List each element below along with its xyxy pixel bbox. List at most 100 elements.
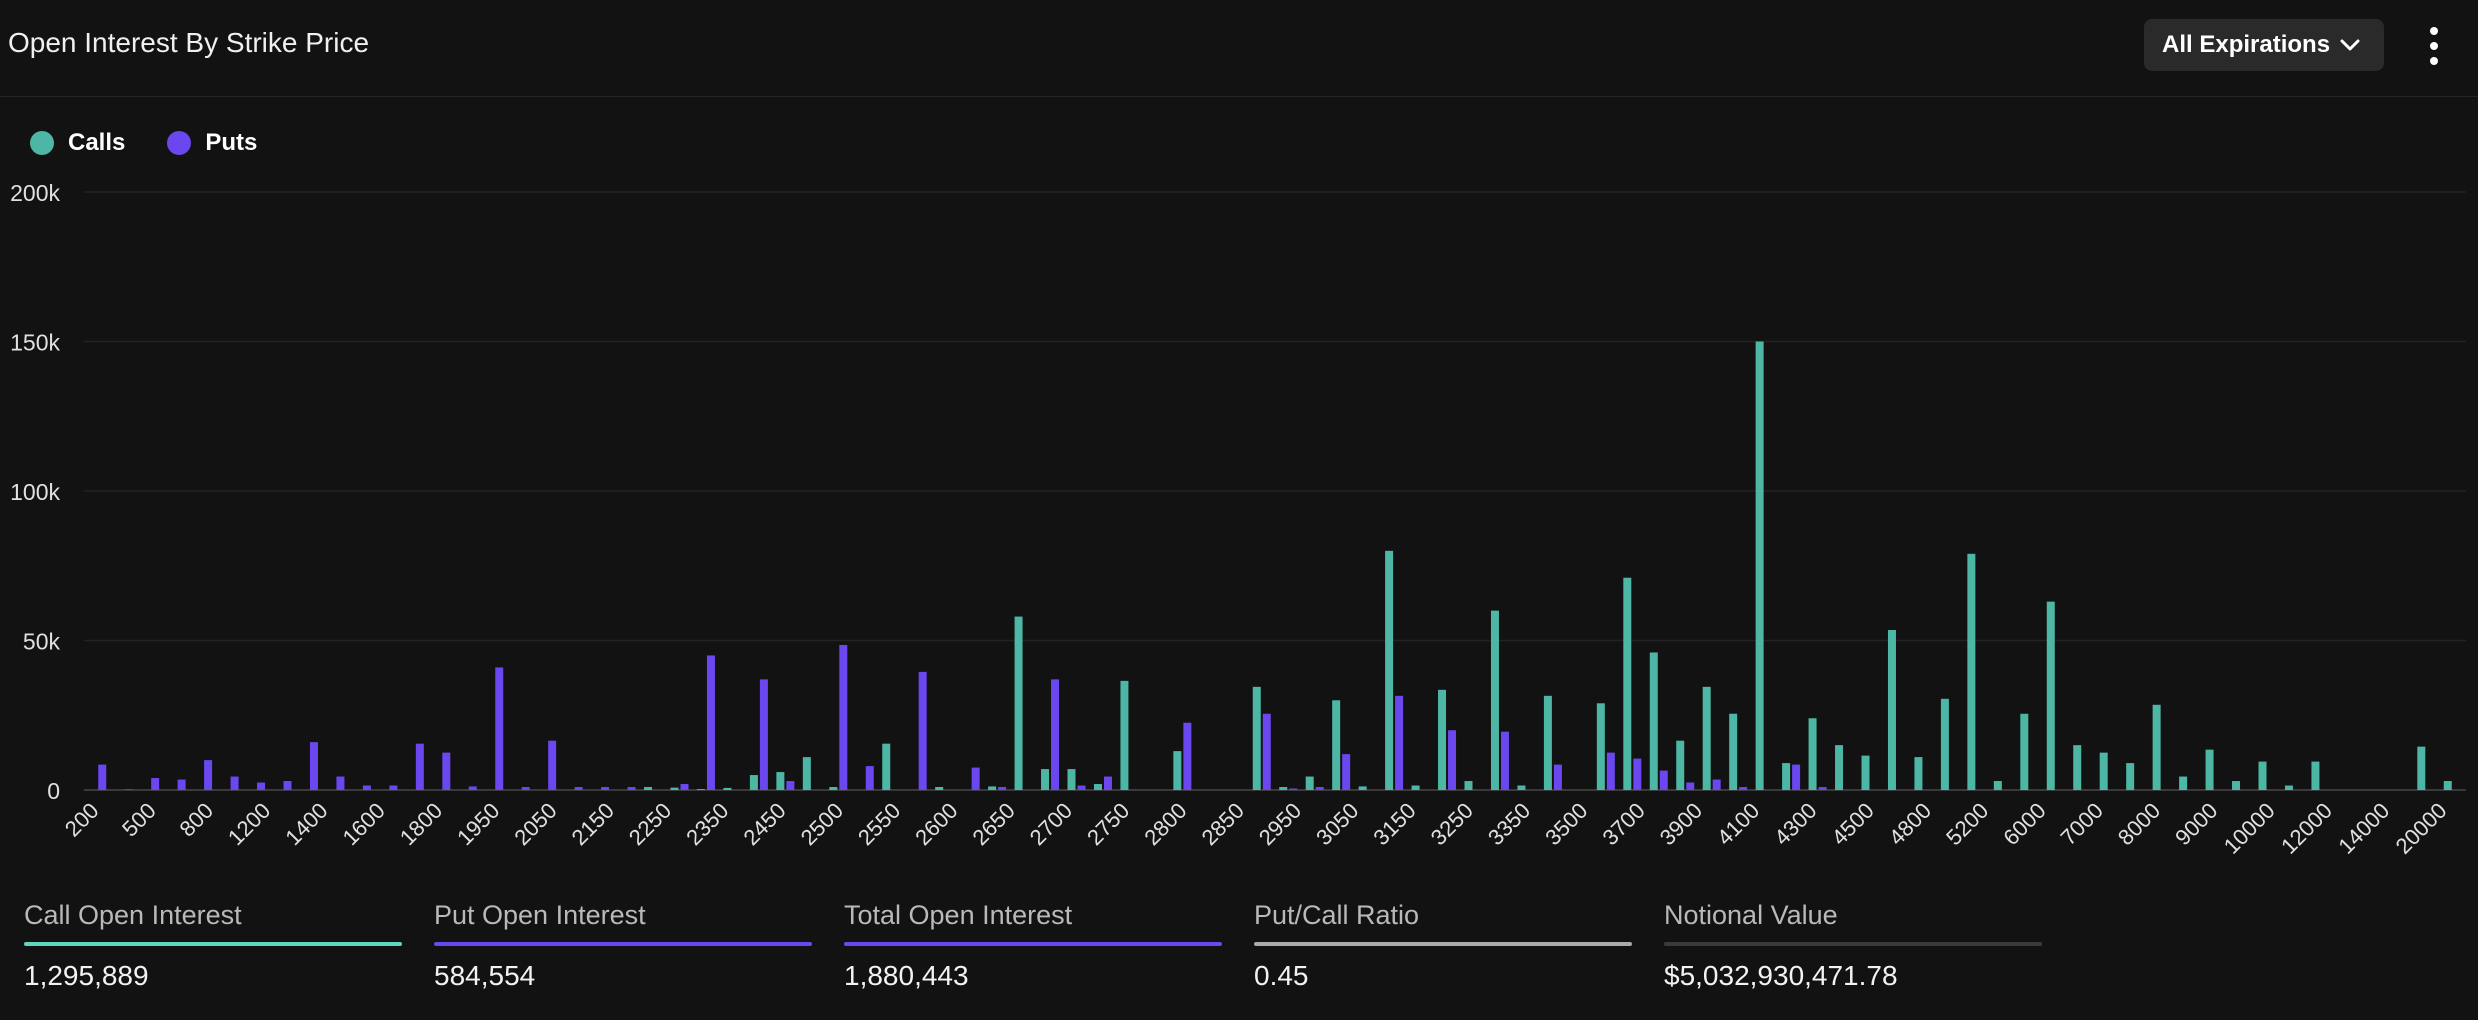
calls-bar[interactable] [2126, 763, 2135, 790]
puts-bar[interactable] [1448, 730, 1457, 790]
puts-bar[interactable] [1792, 764, 1801, 790]
calls-bar[interactable] [1914, 757, 1923, 790]
calls-bar[interactable] [1464, 781, 1473, 790]
puts-bar[interactable] [468, 786, 477, 790]
calls-bar[interactable] [2152, 704, 2161, 790]
puts-bar[interactable] [1077, 785, 1086, 790]
calls-bar[interactable] [1861, 755, 1870, 790]
calls-bar[interactable] [1093, 784, 1102, 790]
calls-bar[interactable] [2443, 781, 2452, 790]
puts-bar[interactable] [971, 767, 980, 790]
calls-bar[interactable] [1490, 610, 1499, 790]
calls-bar[interactable] [2258, 761, 2267, 790]
calls-bar[interactable] [1623, 577, 1632, 790]
puts-bar[interactable] [548, 740, 557, 790]
puts-bar[interactable] [204, 760, 213, 790]
calls-bar[interactable] [1252, 686, 1261, 790]
puts-bar[interactable] [362, 785, 371, 790]
calls-bar[interactable] [1596, 703, 1605, 790]
calls-bar[interactable] [2046, 601, 2055, 790]
puts-bar[interactable] [1051, 679, 1060, 790]
puts-bar[interactable] [1183, 722, 1192, 790]
calls-bar[interactable] [1782, 763, 1791, 790]
calls-bar[interactable] [670, 787, 679, 790]
calls-bar[interactable] [1993, 781, 2002, 790]
calls-bar[interactable] [1887, 630, 1896, 790]
puts-bar[interactable] [1712, 779, 1721, 790]
puts-bar[interactable] [495, 667, 504, 790]
calls-bar[interactable] [1385, 550, 1394, 790]
calls-bar[interactable] [1014, 616, 1023, 790]
calls-bar[interactable] [935, 787, 944, 790]
expiration-dropdown[interactable]: All Expirations [2144, 19, 2384, 71]
calls-bar[interactable] [2179, 776, 2188, 790]
puts-bar[interactable] [574, 787, 583, 790]
puts-bar[interactable] [1289, 788, 1298, 790]
puts-bar[interactable] [1262, 713, 1271, 790]
calls-bar[interactable] [1358, 786, 1367, 790]
calls-bar[interactable] [2073, 745, 2082, 790]
calls-bar[interactable] [1041, 769, 1050, 790]
puts-bar[interactable] [1395, 695, 1404, 790]
calls-bar[interactable] [644, 787, 653, 790]
puts-bar[interactable] [627, 787, 636, 790]
legend-item-puts[interactable]: Puts [167, 129, 257, 157]
more-vertical-icon[interactable] [2424, 24, 2444, 68]
calls-bar[interactable] [1411, 785, 1420, 790]
puts-bar[interactable] [521, 787, 530, 790]
puts-bar[interactable] [998, 787, 1007, 790]
puts-bar[interactable] [1342, 754, 1351, 790]
puts-bar[interactable] [309, 742, 318, 790]
calls-bar[interactable] [1173, 751, 1182, 790]
calls-bar[interactable] [1305, 776, 1314, 790]
calls-bar[interactable] [882, 743, 891, 790]
puts-bar[interactable] [1686, 782, 1695, 790]
calls-bar[interactable] [776, 772, 785, 790]
calls-bar[interactable] [1438, 689, 1447, 790]
calls-bar[interactable] [1332, 700, 1341, 790]
legend-item-calls[interactable]: Calls [30, 129, 125, 157]
calls-bar[interactable] [802, 757, 811, 790]
puts-bar[interactable] [124, 789, 133, 790]
calls-bar[interactable] [2284, 785, 2293, 790]
calls-bar[interactable] [749, 775, 758, 790]
calls-bar[interactable] [1729, 713, 1738, 790]
calls-bar[interactable] [1543, 695, 1552, 790]
calls-bar[interactable] [1067, 769, 1076, 790]
puts-bar[interactable] [680, 784, 689, 790]
calls-bar[interactable] [2205, 749, 2214, 790]
puts-bar[interactable] [336, 776, 345, 790]
calls-bar[interactable] [1676, 740, 1685, 790]
puts-bar[interactable] [230, 776, 239, 790]
calls-bar[interactable] [1755, 341, 1764, 791]
puts-bar[interactable] [389, 785, 398, 790]
calls-bar[interactable] [988, 786, 997, 790]
puts-bar[interactable] [151, 778, 160, 790]
puts-bar[interactable] [1500, 731, 1509, 790]
puts-bar[interactable] [1103, 776, 1112, 790]
puts-bar[interactable] [415, 743, 424, 790]
puts-bar[interactable] [865, 766, 874, 790]
calls-bar[interactable] [2099, 752, 2108, 790]
calls-bar[interactable] [2311, 761, 2320, 790]
calls-bar[interactable] [1279, 787, 1288, 790]
puts-bar[interactable] [918, 671, 927, 790]
puts-bar[interactable] [98, 764, 107, 790]
puts-bar[interactable] [1818, 787, 1827, 790]
calls-bar[interactable] [1940, 698, 1949, 790]
calls-bar[interactable] [1702, 686, 1711, 790]
puts-bar[interactable] [257, 782, 266, 790]
puts-bar[interactable] [1553, 764, 1562, 790]
calls-bar[interactable] [1649, 652, 1658, 790]
puts-bar[interactable] [442, 752, 451, 790]
calls-bar[interactable] [2417, 746, 2426, 790]
puts-bar[interactable] [283, 781, 292, 790]
puts-bar[interactable] [1633, 758, 1642, 790]
puts-bar[interactable] [1315, 787, 1324, 790]
calls-bar[interactable] [1808, 718, 1817, 790]
calls-bar[interactable] [723, 787, 732, 790]
puts-bar[interactable] [786, 781, 795, 790]
calls-bar[interactable] [696, 789, 705, 790]
puts-bar[interactable] [839, 644, 848, 790]
calls-bar[interactable] [2232, 781, 2241, 790]
